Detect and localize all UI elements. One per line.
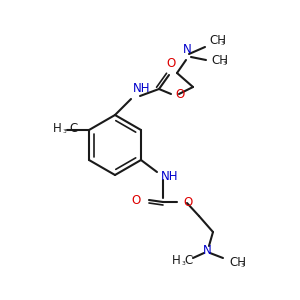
- Text: NH: NH: [161, 169, 178, 182]
- Text: N: N: [183, 43, 191, 56]
- Text: CH: CH: [211, 55, 228, 68]
- Text: O: O: [183, 196, 192, 208]
- Text: O: O: [167, 57, 176, 70]
- Text: CH: CH: [229, 256, 246, 268]
- Text: $_3$: $_3$: [62, 128, 68, 136]
- Text: O: O: [132, 194, 141, 206]
- Text: $_3$: $_3$: [181, 260, 186, 268]
- Text: NH: NH: [133, 82, 151, 95]
- Text: $_3$: $_3$: [222, 59, 227, 68]
- Text: CH: CH: [209, 34, 226, 47]
- Text: $_3$: $_3$: [240, 260, 245, 269]
- Text: C: C: [185, 254, 193, 268]
- Text: $_3$: $_3$: [220, 40, 225, 49]
- Text: H: H: [53, 122, 62, 136]
- Text: C: C: [69, 122, 77, 136]
- Text: N: N: [202, 244, 211, 256]
- Text: H: H: [172, 254, 181, 268]
- Text: O: O: [175, 88, 184, 101]
